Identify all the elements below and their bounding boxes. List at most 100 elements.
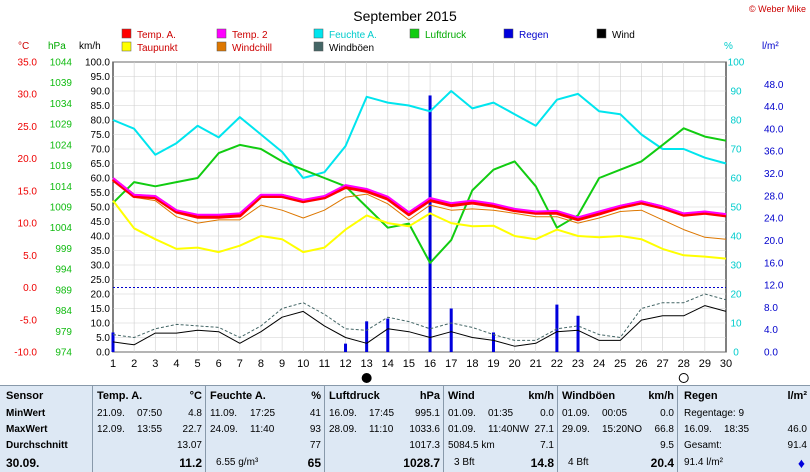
wind-tick-label: 35.0 xyxy=(91,246,111,257)
x-tick-label: 3 xyxy=(152,358,158,370)
wind-tick-label: 60.0 xyxy=(91,174,111,185)
wind-tick-label: 40.0 xyxy=(91,232,111,243)
stats-temp-max-time: 13:55 xyxy=(137,424,163,435)
axis-unit-pressure: hPa xyxy=(48,41,66,52)
pressure-tick-label: 1034 xyxy=(50,99,73,110)
stats-header-temp: Temp. A. xyxy=(97,390,143,402)
axis-unit-wind: km/h xyxy=(79,41,101,52)
legend-swatch xyxy=(121,28,132,39)
stats-pressure-min-value: 995.1 xyxy=(414,408,440,419)
stats-col-temp: Temp. A. °C 21.09. 07:50 4.8 12.09. 13:5… xyxy=(92,386,206,472)
humidity-tick-label: 60 xyxy=(730,174,742,185)
x-tick-label: 14 xyxy=(382,358,394,370)
temp-tick-label: 5.0 xyxy=(23,251,37,262)
stats-temp-max-value: 22.7 xyxy=(182,424,202,435)
stats-pressure-max-value: 1033.6 xyxy=(409,424,440,435)
stats-humidity-current-value: 65 xyxy=(307,456,321,470)
wind-tick-label: 25.0 xyxy=(91,275,111,286)
rain-tick-label: 40.0 xyxy=(764,124,784,135)
humidity-tick-label: 90 xyxy=(730,87,742,98)
x-tick-label: 18 xyxy=(466,358,478,370)
stats-header-sensor: Sensor xyxy=(6,390,44,402)
wind-tick-label: 70.0 xyxy=(91,145,111,156)
stats-header-humidity: Feuchte A. xyxy=(210,390,266,402)
rain-tick-label: 28.0 xyxy=(764,191,784,202)
wind-tick-label: 80.0 xyxy=(91,116,111,127)
wind-tick-label: 90.0 xyxy=(91,87,111,98)
stats-gust-min-time: 00:05 xyxy=(602,408,628,419)
pressure-tick-label: 1044 xyxy=(50,58,73,69)
wind-line xyxy=(112,305,727,347)
stats-pressure-min-date: 16.09. xyxy=(329,408,357,419)
stats-header-rain: Regen xyxy=(684,390,718,402)
stats-unit-pressure: hPa xyxy=(419,390,440,402)
x-tick-label: 22 xyxy=(551,358,563,370)
stats-col-humidity: Feuchte A. % 11.09. 17:25 41 24.09. 11:4… xyxy=(205,386,325,472)
rain-tick-label: 16.0 xyxy=(764,258,784,269)
x-tick-label: 28 xyxy=(678,358,690,370)
legend-swatch xyxy=(216,41,227,52)
stats-col-rain: Regen l/m² Regentage: 9 16.09. 18:35 46.… xyxy=(677,386,810,472)
windchill-line xyxy=(112,180,727,240)
legend-swatch xyxy=(503,28,514,39)
stats-pressure-avg-value: 1017.3 xyxy=(409,440,440,451)
stats-humidity-min-time: 17:25 xyxy=(250,408,276,419)
pressure-tick-label: 994 xyxy=(55,265,72,276)
rain-tick-label: 8.0 xyxy=(764,303,778,314)
pressure-tick-label: 1014 xyxy=(50,182,73,193)
stats-wind-min-time: 01:35 xyxy=(488,408,514,419)
stats-temp-min-date: 21.09. xyxy=(97,408,125,419)
stats-unit-wind: km/h xyxy=(528,390,554,402)
wind-tick-label: 85.0 xyxy=(91,101,111,112)
wind-tick-label: 75.0 xyxy=(91,130,111,141)
legend-swatch xyxy=(409,28,420,39)
stats-wind-avg-value: 7.1 xyxy=(540,440,554,451)
temp-tick-label: -10.0 xyxy=(14,348,37,359)
x-tick-label: 15 xyxy=(403,358,415,370)
stats-wind-current-value: 14.8 xyxy=(530,456,554,470)
stats-gust-current-value: 20.4 xyxy=(650,456,674,470)
humidity-line xyxy=(112,90,727,179)
humidity-tick-label: 40 xyxy=(730,232,742,243)
legend-label: Windböen xyxy=(329,43,374,54)
legend-label: Taupunkt xyxy=(137,43,178,54)
stats-wind-distance: 5084.5 km xyxy=(448,440,495,451)
wind-tick-label: 95.0 xyxy=(91,72,111,83)
weather-chart: September 2015 Temp. A. Temp. 2 Feuchte A. L… xyxy=(14,8,784,383)
x-tick-label: 6 xyxy=(216,358,222,370)
legend-swatch xyxy=(313,41,324,52)
x-tick-label: 1 xyxy=(110,358,116,370)
pressure-tick-label: 1009 xyxy=(50,203,73,214)
stats-gust-min-value: 0.0 xyxy=(660,408,674,419)
pressure-line xyxy=(112,127,727,264)
x-tick-label: 7 xyxy=(237,358,243,370)
stats-wind-beaufort: 3 Bft xyxy=(454,457,475,468)
stats-humidity-absolute: 6.55 g/m³ xyxy=(216,457,259,468)
humidity-tick-label: 20 xyxy=(730,290,742,301)
stats-header-wind: Wind xyxy=(448,390,475,402)
stats-temp-min-time: 07:50 xyxy=(137,408,163,419)
stats-header-pressure: Luftdruck xyxy=(329,390,380,402)
temp-tick-label: 20.0 xyxy=(18,154,38,165)
x-tick-label: 10 xyxy=(297,358,309,370)
stats-gust-min-date: 01.09. xyxy=(562,408,590,419)
humidity-tick-label: 70 xyxy=(730,145,742,156)
wind-tick-label: 50.0 xyxy=(91,203,111,214)
stats-humidity-max-time: 11:40 xyxy=(250,424,275,435)
wind-tick-label: 65.0 xyxy=(91,159,111,170)
humidity-tick-label: 50 xyxy=(730,203,742,214)
wind-tick-label: 15.0 xyxy=(91,304,111,315)
stats-rain-days: Regentage: 9 xyxy=(684,408,745,419)
stats-row-min: MinWert xyxy=(6,408,46,419)
rain-bar xyxy=(449,308,453,352)
stats-rain-total-value: 91.4 xyxy=(787,440,807,451)
stats-rain-max-time: 18:35 xyxy=(724,424,750,435)
humidity-tick-label: 30 xyxy=(730,261,742,272)
rain-tick-label: 36.0 xyxy=(764,147,784,158)
stats-wind-max-date: 01.09. xyxy=(448,424,476,435)
x-tick-label: 29 xyxy=(699,358,711,370)
stats-humidity-min-date: 11.09. xyxy=(210,408,238,419)
stats-pressure-max-date: 28.09. xyxy=(329,424,357,435)
new-moon-icon xyxy=(361,373,372,383)
x-tick-label: 25 xyxy=(614,358,626,370)
